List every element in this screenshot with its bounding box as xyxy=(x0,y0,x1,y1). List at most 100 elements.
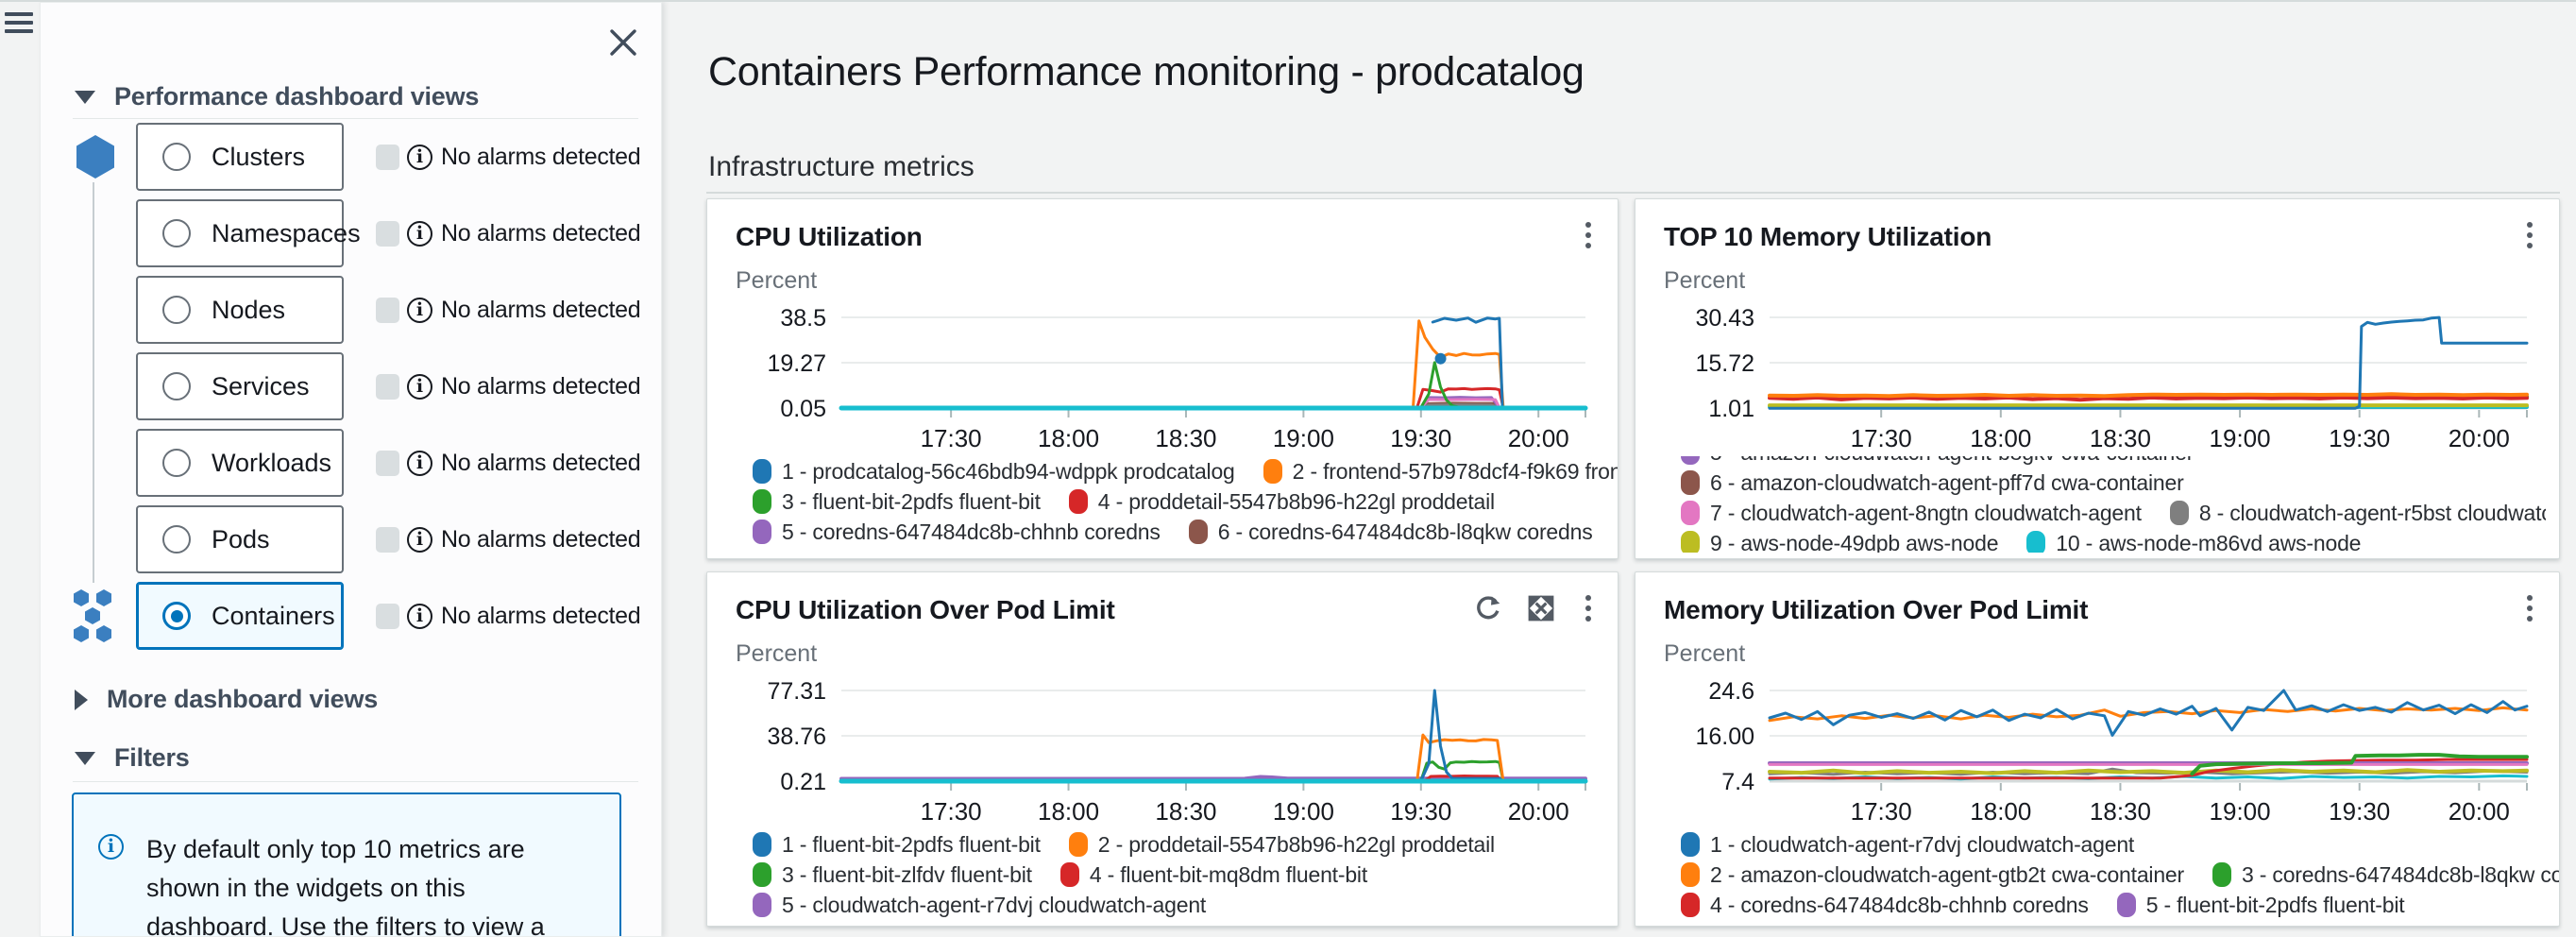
view-radio-button-workloads[interactable]: Workloads xyxy=(136,429,344,497)
radio-unselected-icon xyxy=(162,525,191,554)
series-line-red-noisy xyxy=(1768,395,2529,402)
legend-color-chip xyxy=(753,893,771,917)
legend-color-chip xyxy=(1681,470,1700,495)
legend-color-chip xyxy=(753,520,771,544)
chart-canvas: 77.31 38.76 0.21 17:30 18:00 18:30 19:00 19:30 2… xyxy=(767,678,1588,826)
menu-dots-icon[interactable] xyxy=(2521,220,2538,250)
legend-item-3[interactable]: 3 - fluent-bit-2pdfs fluent-bit xyxy=(753,489,1041,515)
legend-color-chip xyxy=(1681,531,1700,553)
hexagon xyxy=(76,135,114,179)
legend-item-4[interactable]: 4 - fluent-bit-mq8dm fluent-bit xyxy=(1059,861,1368,888)
cluster-hexagon-icon xyxy=(73,135,118,179)
more-dashboard-views-toggle[interactable]: More dashboard views xyxy=(75,685,378,714)
legend-item-1[interactable]: 1 - cloudwatch-agent-r7dvj cloudwatch-ag… xyxy=(1681,832,2134,858)
legend-item-5[interactable]: 5 - fluent-bit-2pdfs fluent-bit xyxy=(2116,893,2405,918)
chart-card-top10-memory-utilization: TOP 10 Memory Utilization Percent 30.43 15.… xyxy=(1635,198,2560,559)
legend-row: 1 - prodcatalog-56c46bdb94-wdppk prodcat… xyxy=(753,456,1618,486)
series-line-cloudwatch-agent-r7dvj xyxy=(839,775,1587,781)
hamburger-menu-icon[interactable] xyxy=(5,12,33,35)
legend-item-6[interactable]: 6 - amazon-cloudwatch-agent-pff7d cwa-co… xyxy=(1681,470,2184,496)
chart-title: CPU Utilization Over Pod Limit xyxy=(736,595,1115,624)
legend-row: 9 - aws-node-49dpb aws-node 10 - aws-nod… xyxy=(1681,528,2546,553)
legend-row: 1 - cloudwatch-agent-r7dvj cloudwatch-ag… xyxy=(1681,829,2546,860)
menu-dots-icon[interactable] xyxy=(1580,220,1597,250)
alarm-status-text: No alarms detected xyxy=(441,143,641,170)
menu-dots-icon[interactable] xyxy=(1580,593,1597,623)
legend-item-7[interactable]: 7 - cloudwatch-agent-8ngtn cloudwatch-ag… xyxy=(1681,501,2142,526)
series-line-prodcatalog-56c46bdb94-wdppk xyxy=(1431,316,1504,409)
legend-item-5[interactable]: 5 - cloudwatch-agent-r7dvj cloudwatch-ag… xyxy=(753,893,1206,918)
info-icon: i xyxy=(407,144,432,170)
chart-title: Memory Utilization Over Pod Limit xyxy=(1664,595,2089,624)
legend-item-1[interactable]: 1 - prodcatalog-56c46bdb94-wdppk prodcat… xyxy=(753,459,1235,485)
view-radio-button-services[interactable]: Services xyxy=(136,352,344,420)
svg-text:24.6: 24.6 xyxy=(1708,678,1754,705)
chart-header-icons xyxy=(2521,593,2538,623)
legend-item-2[interactable]: 2 - frontend-57b978dcf4-f9k69 frontend xyxy=(1263,459,1618,485)
legend-item-10[interactable]: 10 - aws-node-m86vd aws-node xyxy=(2026,531,2361,553)
menu-dots-icon[interactable] xyxy=(2521,593,2538,623)
info-icon: i xyxy=(407,220,432,247)
close-icon[interactable] xyxy=(608,27,638,58)
svg-text:0.05: 0.05 xyxy=(780,396,826,422)
refresh-icon[interactable] xyxy=(1474,594,1502,622)
legend-item-4[interactable]: 4 - coredns-647484dc8b-chhnb coredns xyxy=(1681,893,2089,918)
view-label: Clusters xyxy=(212,142,306,171)
legend-item-6[interactable]: 6 - coredns-647484dc8b-l8qkw coredns xyxy=(1188,520,1593,545)
chart-legend: 1 - prodcatalog-56c46bdb94-wdppk prodcat… xyxy=(753,456,1618,547)
view-radio-button-clusters[interactable]: Clusters xyxy=(136,123,344,191)
legend-item-4[interactable]: 4 - proddetail-5547b8b96-h22gl proddetai… xyxy=(1068,489,1495,515)
view-radio-button-namespaces[interactable]: Namespaces xyxy=(136,199,361,267)
legend-item-5[interactable]: 5 - coredns-647484dc8b-chhnb coredns xyxy=(753,520,1161,545)
legend-label: 1 - cloudwatch-agent-r7dvj cloudwatch-ag… xyxy=(1710,831,2135,857)
legend-row: 5 - cloudwatch-agent-r7dvj cloudwatch-ag… xyxy=(753,890,1604,920)
legend-item-5[interactable]: 5 - amazon-cloudwatch-agent-b8gkv cwa-co… xyxy=(1681,456,2194,466)
svg-text:17:30: 17:30 xyxy=(1851,797,1912,826)
filters-toggle[interactable]: Filters xyxy=(75,743,190,773)
svg-text:19:30: 19:30 xyxy=(1390,424,1451,452)
view-radio-button-containers[interactable]: Containers xyxy=(136,582,344,650)
series-line-fluent-bit-2pdfs xyxy=(1419,689,1505,783)
legend-item-3[interactable]: 3 - fluent-bit-zlfdv fluent-bit xyxy=(753,862,1032,888)
sidebar-header-label: Performance dashboard views xyxy=(114,82,480,111)
divider xyxy=(73,781,638,782)
expand-icon[interactable] xyxy=(1527,594,1555,622)
svg-text:19.27: 19.27 xyxy=(767,350,826,377)
view-radio-button-pods[interactable]: Pods xyxy=(136,505,344,573)
series-line-fluent-bit-mq8dm xyxy=(1423,775,1503,783)
svg-text:20:00: 20:00 xyxy=(1508,797,1569,826)
dashboard-view-row-namespaces: Namespaces i No alarms detected xyxy=(41,199,661,267)
legend-item-2[interactable]: 2 - amazon-cloudwatch-agent-gtb2t cwa-co… xyxy=(1681,862,2184,888)
legend-item-9[interactable]: 9 - aws-node-49dpb aws-node xyxy=(1681,531,1998,553)
info-icon: i xyxy=(407,603,432,629)
svg-text:19:30: 19:30 xyxy=(2329,424,2390,452)
performance-dashboard-views-header[interactable]: Performance dashboard views xyxy=(75,82,479,111)
legend-label: 4 - fluent-bit-mq8dm fluent-bit xyxy=(1089,861,1368,887)
series-line-proddetail-5547b8b96-h22gl xyxy=(1415,386,1505,409)
svg-text:15.72: 15.72 xyxy=(1695,350,1754,377)
radio-unselected-icon xyxy=(162,296,191,324)
y-axis-unit-label: Percent xyxy=(736,267,818,294)
legend-item-2[interactable]: 2 - proddetail-5547b8b96-h22gl proddetai… xyxy=(1068,832,1495,858)
svg-text:17:30: 17:30 xyxy=(921,797,982,826)
svg-text:20:00: 20:00 xyxy=(2449,424,2510,452)
alarm-status-chip xyxy=(376,373,399,400)
svg-text:18:00: 18:00 xyxy=(1970,424,2031,452)
chart-title: CPU Utilization xyxy=(736,222,923,251)
alarm-status-chip xyxy=(376,220,399,247)
legend-item-1[interactable]: 1 - fluent-bit-2pdfs fluent-bit xyxy=(753,832,1041,858)
legend-label: 3 - fluent-bit-2pdfs fluent-bit xyxy=(782,488,1041,514)
legend-item-8[interactable]: 8 - cloudwatch-agent-r5bst cloudwatch-ag… xyxy=(2169,501,2546,526)
chart-legend[interactable]: 5 - amazon-cloudwatch-agent-b8gkv cwa-co… xyxy=(1681,456,2546,553)
view-label: Services xyxy=(212,371,310,400)
svg-text:7.4: 7.4 xyxy=(1721,769,1754,795)
view-label: Pods xyxy=(212,524,270,554)
series-line-coredns-647484dc8b-l8qkw xyxy=(2190,753,2529,776)
alarm-status-chip xyxy=(376,526,399,553)
legend-item-3[interactable]: 3 - coredns-647484dc8b-l8qkw coredns xyxy=(2212,862,2559,888)
tree-connector-line xyxy=(93,182,94,583)
svg-text:18:00: 18:00 xyxy=(1038,797,1099,826)
view-radio-button-nodes[interactable]: Nodes xyxy=(136,276,344,344)
svg-text:20:00: 20:00 xyxy=(2449,797,2510,826)
svg-text:19:30: 19:30 xyxy=(2329,797,2390,826)
